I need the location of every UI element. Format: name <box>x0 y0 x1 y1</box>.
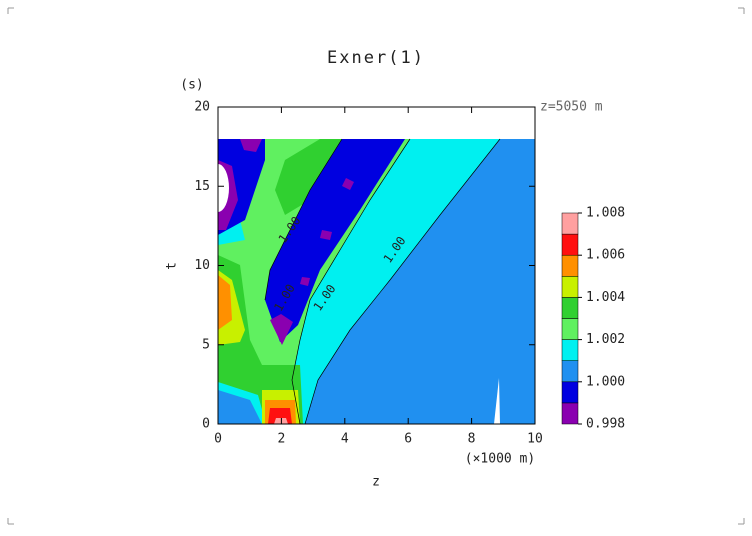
colorbar-label: 1.008 <box>586 206 625 221</box>
region <box>218 255 303 424</box>
missing-area <box>218 107 535 139</box>
x-unit: (×1000 m) <box>465 452 535 467</box>
colorbar-box <box>561 254 579 277</box>
region <box>240 139 262 152</box>
colorbar-box <box>561 318 579 340</box>
y-tick-label: 10 <box>194 258 210 273</box>
colorbar-box <box>561 339 579 361</box>
colorbar-label: 1.002 <box>586 332 625 347</box>
colorbar-box <box>561 402 579 425</box>
x-label: z <box>372 475 380 490</box>
chart-title: Exner(1) <box>327 48 425 68</box>
y-tick-label: 20 <box>194 100 210 115</box>
region <box>218 275 232 330</box>
colorbar-box <box>561 212 579 235</box>
colorbar-label: 1.004 <box>586 290 625 305</box>
colorbar-box <box>561 233 579 256</box>
colorbar-label: 0.998 <box>586 417 625 432</box>
x-tick-label: 4 <box>341 432 349 447</box>
x-tick-label: 6 <box>404 432 412 447</box>
region <box>342 178 354 190</box>
crop-marks <box>7 7 745 525</box>
colorbar-box <box>561 360 579 383</box>
y-tick-label: 0 <box>202 417 210 432</box>
colorbar-box <box>561 381 579 404</box>
colorbar-box <box>561 297 579 319</box>
y-tick-label: 5 <box>202 337 210 352</box>
y-tick-label: 15 <box>194 179 210 194</box>
subtitle: z=5050 m <box>540 100 603 115</box>
region <box>270 314 293 345</box>
contour-fills <box>207 107 535 425</box>
colorbar-box <box>561 276 579 298</box>
missing-area <box>494 378 500 424</box>
x-tick-label: 8 <box>468 432 476 447</box>
y-label: t <box>165 262 180 270</box>
y-unit: (s) <box>180 78 203 93</box>
x-tick-label: 0 <box>214 432 222 447</box>
contour-line <box>264 138 501 425</box>
x-tick-label: 2 <box>277 432 285 447</box>
colorbar-label: 1.000 <box>586 374 625 389</box>
region <box>275 139 345 215</box>
region <box>320 230 332 240</box>
colorbar-label: 1.006 <box>586 248 625 263</box>
region <box>300 277 310 286</box>
x-tick-label: 10 <box>527 432 543 447</box>
region <box>265 139 405 342</box>
